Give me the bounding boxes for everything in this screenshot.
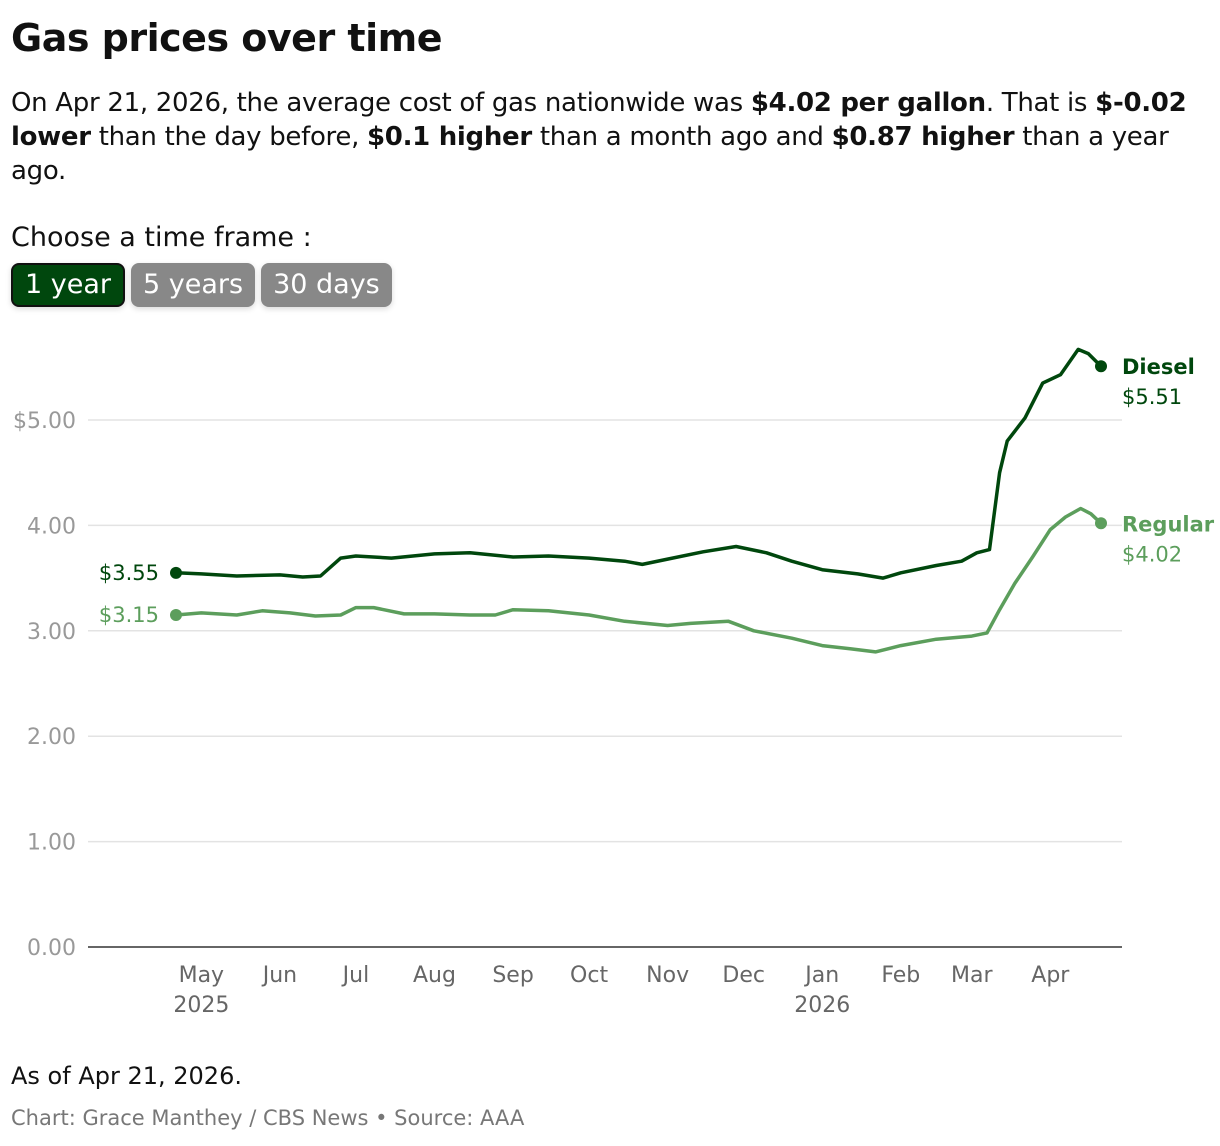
x-tick-label: Sep [492,963,533,988]
x-tick-label: Apr [1031,963,1070,988]
regular-end-label: $4.02 [1122,542,1182,566]
regular-series-label: Regular [1122,512,1215,536]
y-tick-label: 0.00 [27,936,76,961]
intro-text: . That is [985,88,1096,118]
intro-highlight: $0.1 higher [367,122,532,152]
intro-text: than the day before, [90,122,368,152]
timeframe-1-year-button[interactable]: 1 year [11,263,125,307]
diesel-end-label: $5.51 [1122,385,1182,409]
diesel-start-label: $3.55 [99,561,159,585]
timeframe-30-days-button[interactable]: 30 days [261,263,392,307]
chart-credit: Chart: Grace Manthey / CBS News • Source… [11,1106,525,1130]
x-tick-label: Jun [261,963,297,988]
x-tick-label: Mar [951,963,993,988]
y-tick-label: 2.00 [27,725,76,750]
y-tick-label: 4.00 [27,514,76,539]
intro-highlight: $0.87 higher [831,122,1015,152]
as-of-note: As of Apr 21, 2026. [11,1062,242,1090]
intro-text: than a month ago and [531,122,832,152]
x-tick-label: Jul [341,963,370,988]
y-tick-label: $5.00 [13,409,76,434]
x-tick-year-label: 2026 [794,993,850,1018]
regular-line [175,506,1103,654]
x-tick-label: Oct [570,963,608,988]
chart-title: Gas prices over time [11,16,442,60]
intro-text: On Apr 21, 2026, the average cost of gas… [11,88,751,118]
y-tick-label: 1.00 [27,831,76,856]
x-tick-label: Aug [413,963,456,988]
regular-start-point [170,608,182,621]
x-tick-year-label: 2025 [173,993,229,1018]
line-chart: 0.00 1.00 2.00 3.00 4.00 $5.00 May 2025 Jun Jul Au… [13,347,1215,1018]
diesel-line [175,347,1103,580]
diesel-start-point [170,566,182,579]
timeframe-5-years-button[interactable]: 5 years [131,263,256,307]
diesel-end-point [1095,360,1107,373]
intro-highlight: $4.02 per gallon [750,88,986,118]
x-tick-label: Feb [881,963,920,988]
intro-text: than a year ago. [11,122,1169,186]
regular-start-label: $3.15 [99,603,159,627]
chart-intro: On Apr 21, 2026, the average cost of gas… [11,86,1206,188]
timeframe-buttons: 1 year 5 years 30 days [11,263,392,307]
intro-highlight: $-0.02 lower [11,88,1187,152]
y-tick-label: 3.00 [27,620,76,645]
diesel-series-label: Diesel [1122,355,1195,379]
x-tick-label: Jan [803,963,839,988]
x-tick-label: May [179,963,224,988]
x-tick-label: Dec [722,963,765,988]
timeframe-label: Choose a time frame : [11,222,312,253]
x-tick-label: Nov [646,963,689,988]
regular-end-point [1095,517,1107,530]
